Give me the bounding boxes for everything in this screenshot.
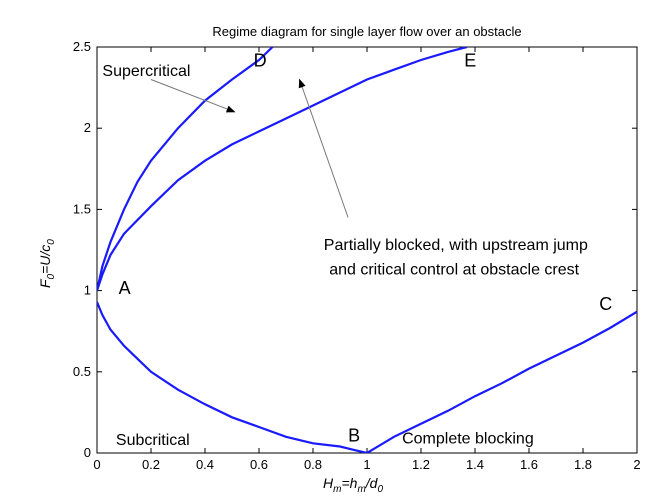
x-tick-label: 1.2 <box>412 457 430 472</box>
x-axis-label-main-sub: m <box>333 484 341 495</box>
chart-title: Regime diagram for single layer flow ove… <box>212 24 521 39</box>
regime-boundary-curve-2 <box>97 47 274 291</box>
y-axis-label: F0=U/c0 <box>37 239 57 288</box>
region-label-2: Partially blocked, with upstream jump <box>324 237 588 254</box>
point-label-b: B <box>348 426 360 446</box>
point-label-a: A <box>119 278 131 298</box>
x-tick-label: 2 <box>633 457 640 472</box>
x-tick-label: 0.8 <box>304 457 322 472</box>
plot-area: 0 0.2 0.4 0.6 0.8 1 1.2 1.4 1.6 1.8 2 0 0.5 1 1.5 2 2.5 A… <box>73 39 641 472</box>
x-axis-label-slash: /d <box>365 475 379 491</box>
region-label-3: and critical control at obstacle crest <box>329 261 579 278</box>
y-tick-label: 0 <box>84 445 91 460</box>
x-axis-label-eq: =h <box>341 475 357 491</box>
x-tick-label: 1.4 <box>466 457 484 472</box>
x-axis-label-eq-sub: m <box>357 484 365 495</box>
x-tick-label: 0.2 <box>142 457 160 472</box>
regime-boundary-curve-1 <box>97 301 368 453</box>
x-tick-label: 1.8 <box>574 457 592 472</box>
y-tick-label: 2.5 <box>73 39 91 54</box>
y-tick-label: 1 <box>84 283 91 298</box>
annotation-arrow-2 <box>298 78 349 218</box>
y-axis-label-eq: =U/c <box>37 245 53 274</box>
x-tick-label: 1.6 <box>520 457 538 472</box>
x-tick-label: 0 <box>93 457 100 472</box>
region-label-4: Subcritical <box>116 432 190 449</box>
region-label-1: Supercritical <box>102 63 190 80</box>
y-axis-label-main-sub: 0 <box>46 273 57 279</box>
point-label-c: C <box>599 294 612 314</box>
point-label-d: D <box>254 50 267 70</box>
x-tick-label: 0.6 <box>250 457 268 472</box>
x-tick-label: 1 <box>363 457 370 472</box>
point-label-e: E <box>464 50 476 70</box>
y-tick-label: 2 <box>84 120 91 135</box>
x-axis-label-slash-sub: 0 <box>377 484 383 495</box>
x-axis-label: Hm=hm/d0 <box>323 475 383 495</box>
regime-boundary-curve-4 <box>366 310 637 453</box>
y-tick-label: 1.5 <box>73 201 91 216</box>
regime-boundary-curve-3 <box>97 47 468 291</box>
x-axis-label-main: H <box>323 475 334 491</box>
y-axis-label-eq-sub: 0 <box>46 239 57 245</box>
annotation-arrow-1 <box>150 79 236 113</box>
y-axis-label-main: F <box>37 278 53 288</box>
y-tick-label: 0.5 <box>73 364 91 379</box>
x-tick-label: 0.4 <box>196 457 214 472</box>
region-label-5: Complete blocking <box>402 430 534 447</box>
